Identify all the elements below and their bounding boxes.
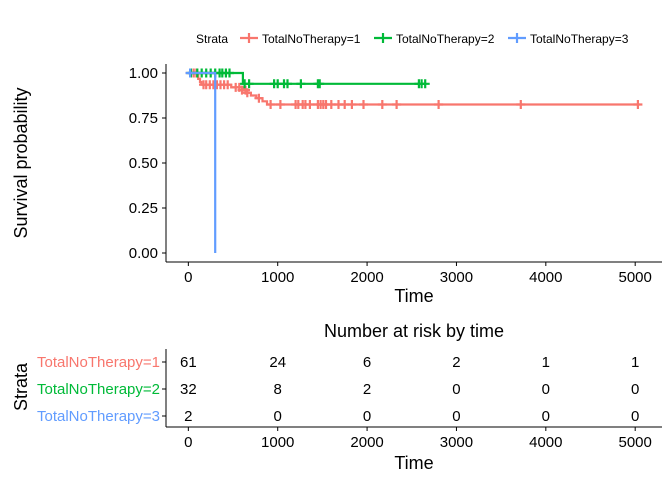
risk-x-tick-label: 1000	[261, 434, 294, 451]
censor-mark-series-2-12	[244, 79, 254, 89]
survival-x-tick-label: 5000	[619, 269, 652, 286]
risk-table-axes: TotalNoTherapy=1 TotalNoTherapy=2 TotalNoT…	[37, 349, 662, 451]
risk-table: Number at risk by time 61 24 6 2 1 132 8 2 0 0 02 0…	[11, 321, 662, 473]
legend: Strata TotalNoTherapy=1 TotalNoTherapy=2…	[196, 32, 629, 46]
censor-mark-series-1-19	[275, 100, 285, 109]
survival-y-tick-label: 0.75	[129, 110, 158, 127]
risk-table-title: Number at risk by time	[324, 321, 504, 341]
legend-entry-1: TotalNoTherapy=1	[240, 32, 361, 46]
risk-cell: 0	[542, 408, 550, 425]
legend-label-2: TotalNoTherapy=2	[396, 32, 495, 46]
risk-cell: 1	[542, 354, 550, 371]
censor-mark-series-2-22	[420, 79, 430, 89]
survival-curves	[185, 68, 643, 253]
censor-mark-series-1-36	[434, 100, 444, 109]
risk-cell: 0	[452, 408, 460, 425]
risk-cell: 2	[363, 381, 371, 398]
survival-axes: 0.00 0.25 0.50 0.75 1.00 0 1000 2000 3000 4000 500…	[129, 64, 662, 286]
risk-cell: 2	[452, 354, 460, 371]
survival-x-tick-label: 0	[184, 269, 192, 286]
survival-x-tick-label: 3000	[440, 269, 473, 286]
survival-x-tick-label: 1000	[261, 269, 294, 286]
survival-y-axis-title: Survival probability	[11, 87, 31, 238]
risk-row-label: TotalNoTherapy=1	[37, 354, 160, 371]
censor-mark-series-1-38	[633, 100, 643, 109]
risk-x-tick-label: 3000	[440, 434, 473, 451]
survival-x-tick-label: 4000	[529, 269, 562, 286]
legend-title: Strata	[196, 32, 228, 46]
risk-cell: 24	[269, 354, 286, 371]
risk-table-body: 61 24 6 2 1 1 32 8 2 0 0 0 2 0 0 0 0 0	[180, 354, 639, 425]
censor-mark-series-1-37	[516, 100, 526, 109]
censor-mark-series-2-19	[315, 79, 325, 89]
risk-cell: 0	[363, 408, 371, 425]
risk-cell: 0	[542, 381, 550, 398]
risk-cell: 32	[180, 381, 197, 398]
risk-x-tick-label: 2000	[350, 434, 383, 451]
legend-entry-3: TotalNoTherapy=3	[508, 32, 629, 46]
risk-cell: 6	[363, 354, 371, 371]
censor-mark-series-1-24	[305, 100, 315, 109]
risk-cell: 0	[631, 408, 639, 425]
censor-mark-series-2-10	[225, 68, 234, 78]
risk-cell: 61	[180, 354, 197, 371]
risk-cell: 0	[631, 381, 639, 398]
risk-row-label: TotalNoTherapy=2	[37, 381, 160, 398]
risk-cell: 1	[631, 354, 639, 371]
legend-entry-2: TotalNoTherapy=2	[374, 32, 495, 46]
curve-series-1	[188, 71, 640, 106]
risk-x-tick-label: 0	[184, 434, 192, 451]
risk-table-y-axis-title: Strata	[11, 362, 31, 411]
censor-mark-series-1-11	[223, 80, 233, 90]
risk-cell: 2	[184, 408, 192, 425]
survival-y-tick-label: 1.00	[129, 65, 158, 82]
survival-y-tick-label: 0.00	[129, 245, 158, 262]
censor-mark-series-1-35	[392, 100, 402, 109]
censor-mark-series-3-1	[185, 68, 195, 78]
legend-label-3: TotalNoTherapy=3	[530, 32, 629, 46]
censor-mark-series-2-16	[283, 79, 292, 89]
survival-y-tick-label: 0.50	[129, 155, 158, 172]
censor-mark-series-1-32	[347, 100, 357, 109]
censor-mark-series-1-34	[377, 100, 387, 109]
legend-label-1: TotalNoTherapy=1	[262, 32, 361, 46]
censor-mark-series-1-33	[359, 100, 368, 109]
survival-y-tick-label: 0.25	[129, 200, 158, 217]
censor-mark-series-2-17	[296, 79, 306, 89]
censor-mark-series-1-16	[242, 88, 252, 98]
survival-x-tick-label: 2000	[350, 269, 383, 286]
risk-cell: 8	[274, 381, 282, 398]
censor-mark-series-1-17	[254, 93, 264, 103]
risk-x-tick-label: 4000	[529, 434, 562, 451]
curve-series-3	[188, 71, 217, 253]
survival-x-axis-title: Time	[394, 286, 433, 306]
censor-mark-series-1-18	[266, 100, 276, 109]
risk-cell: 0	[452, 381, 460, 398]
risk-x-tick-label: 5000	[619, 434, 652, 451]
risk-cell: 0	[274, 408, 282, 425]
risk-table-x-axis-title: Time	[394, 453, 433, 473]
survival-plot: 0.00 0.25 0.50 0.75 1.00 0 1000 2000 3000 4000 500…	[11, 64, 662, 306]
risk-row-label: TotalNoTherapy=3	[37, 408, 160, 425]
